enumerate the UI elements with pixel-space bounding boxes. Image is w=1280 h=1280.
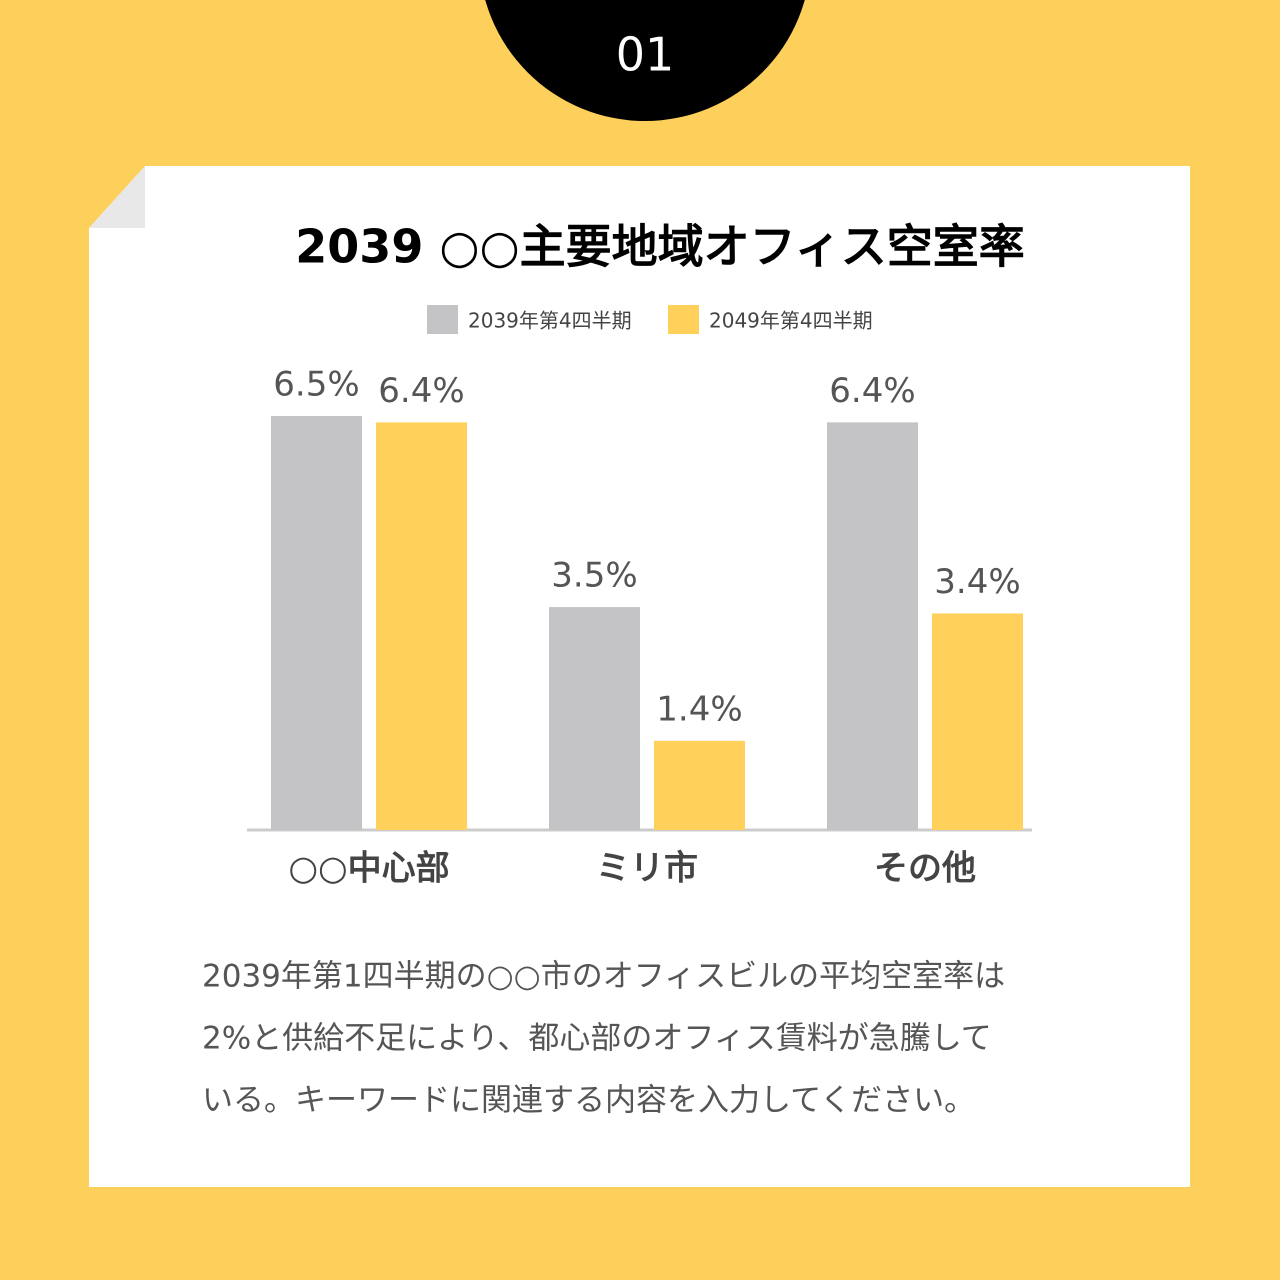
legend-swatch <box>668 305 699 334</box>
bar <box>654 740 745 830</box>
x-tick-label: ○○中心部 <box>288 849 449 889</box>
badge-circle <box>485 0 805 121</box>
chart-title: 2039 ○○主要地域オフィス空室率 <box>295 220 1024 274</box>
body-line: 2%と供給不足により、都心部のオフィス賃料が急騰して <box>202 1021 992 1057</box>
bar <box>271 416 362 830</box>
data-label: 3.5% <box>551 556 637 596</box>
bar <box>827 422 918 830</box>
card-fold <box>89 166 145 228</box>
bar <box>549 607 640 830</box>
legend-label: 2039年第4四半期 <box>468 309 632 333</box>
data-label: 6.5% <box>273 365 359 405</box>
data-label: 6.4% <box>829 371 915 411</box>
data-label: 1.4% <box>656 689 742 729</box>
legend-label: 2049年第4四半期 <box>709 309 873 333</box>
x-tick-label: ミリ市 <box>596 849 698 889</box>
body-line: いる。キーワードに関連する内容を入力してください。 <box>202 1083 975 1119</box>
x-tick-label: その他 <box>874 849 976 889</box>
chart: 2039年第4四半期 2049年第4四半期 ○○中心部 6.5% 6.4% ミリ市 3.5%… <box>271 305 1023 889</box>
data-label: 3.4% <box>934 562 1020 602</box>
bar <box>932 613 1023 830</box>
bar <box>376 422 467 830</box>
body-text: 2039年第1四半期の○○市のオフィスビルの平均空室率は 2%と供給不足により、都… <box>202 959 1005 1119</box>
badge-number: 01 <box>616 28 675 82</box>
body-line: 2039年第1四半期の○○市のオフィスビルの平均空室率は <box>202 959 1005 995</box>
legend-swatch <box>427 305 458 334</box>
data-label: 6.4% <box>378 371 464 411</box>
